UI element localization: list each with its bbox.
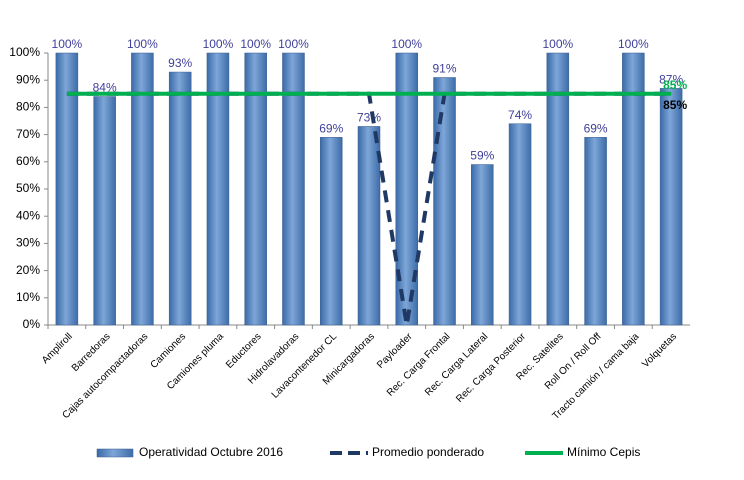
data-label: 69% bbox=[319, 121, 343, 135]
x-tick-label: Rec. Carga Frontal bbox=[385, 331, 453, 399]
data-label: 100% bbox=[391, 37, 422, 51]
bar bbox=[93, 96, 116, 326]
legend-label: Mínimo Cepis bbox=[567, 445, 640, 459]
x-tick-label: Lavacontenedor CL bbox=[270, 331, 340, 401]
y-tick-label: 100% bbox=[9, 45, 40, 59]
bar bbox=[244, 52, 267, 326]
y-tick-label: 20% bbox=[16, 263, 40, 277]
bar bbox=[659, 88, 683, 326]
x-tick-label: Eductores bbox=[224, 331, 264, 371]
x-tick-label: Rec. Carga Posterior bbox=[454, 331, 528, 405]
data-label: 100% bbox=[203, 37, 234, 51]
end-label: 85% bbox=[663, 78, 687, 92]
x-tick-label: Volquetas bbox=[640, 331, 679, 370]
data-label: 69% bbox=[584, 121, 608, 135]
data-label: 100% bbox=[542, 37, 573, 51]
data-label: 100% bbox=[618, 37, 649, 51]
data-label: 87% bbox=[659, 73, 683, 87]
y-tick-label: 40% bbox=[16, 208, 40, 222]
data-label: 74% bbox=[508, 108, 532, 122]
legend-label: Operatividad Octubre 2016 bbox=[139, 445, 283, 459]
data-label: 59% bbox=[470, 149, 494, 163]
bar bbox=[168, 71, 192, 326]
bar bbox=[55, 52, 79, 326]
data-label: 100% bbox=[278, 37, 309, 51]
data-label: 100% bbox=[240, 37, 271, 51]
y-tick-label: 90% bbox=[16, 72, 40, 86]
bar bbox=[471, 164, 494, 326]
y-tick-label: 10% bbox=[16, 290, 40, 304]
legend-swatch bbox=[96, 448, 134, 458]
data-label: 73% bbox=[357, 111, 381, 125]
data-label: 100% bbox=[52, 37, 83, 51]
bar bbox=[508, 123, 532, 326]
y-tick-label: 70% bbox=[16, 127, 40, 141]
data-label: 84% bbox=[93, 81, 117, 95]
bar bbox=[622, 52, 645, 326]
bar bbox=[319, 137, 343, 326]
bar bbox=[357, 126, 381, 326]
bar bbox=[584, 137, 607, 326]
x-tick-label: Rec. Carga Lateral bbox=[423, 331, 490, 398]
bar bbox=[131, 52, 154, 326]
bar bbox=[395, 52, 419, 326]
data-label: 91% bbox=[433, 62, 457, 76]
legend-label: Promedio ponderado bbox=[372, 445, 484, 459]
bar bbox=[206, 52, 230, 326]
end-label: 85% bbox=[663, 98, 687, 112]
y-tick-label: 30% bbox=[16, 236, 40, 250]
bar bbox=[433, 77, 456, 326]
y-tick-label: 60% bbox=[16, 154, 40, 168]
y-tick-label: 50% bbox=[16, 181, 40, 195]
bar bbox=[546, 52, 570, 326]
y-tick-label: 80% bbox=[16, 100, 40, 114]
data-label: 100% bbox=[127, 37, 158, 51]
bar bbox=[282, 52, 305, 326]
x-tick-label: Ampliroll bbox=[40, 331, 75, 366]
x-tick-label: Camiones bbox=[149, 331, 189, 371]
data-label: 93% bbox=[168, 56, 192, 70]
x-tick-label: Payloader bbox=[375, 331, 415, 371]
y-tick-label: 0% bbox=[23, 317, 41, 331]
